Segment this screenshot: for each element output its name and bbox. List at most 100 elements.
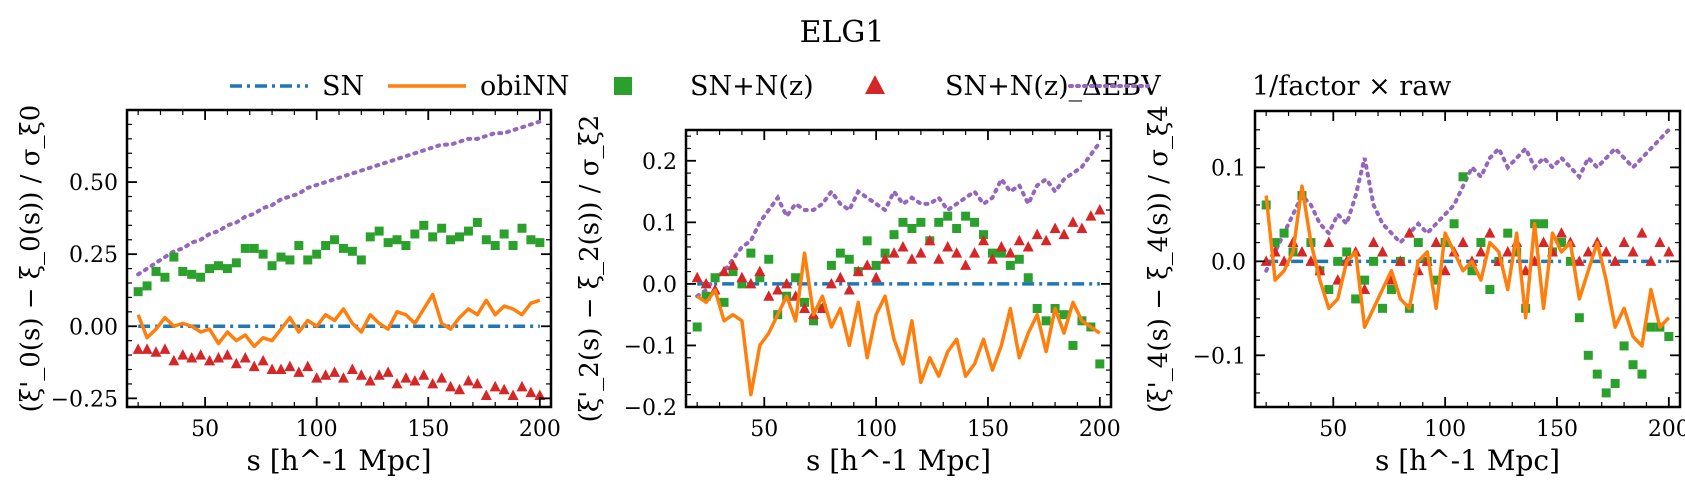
legend-item-sn_nz_ebv: SN+N(z)_ΔEBV [865,71,1161,102]
point-sn-nz-ebv [1022,240,1034,252]
point-sn-nz-ebv [320,369,332,380]
point-sn-nz-ebv [942,240,954,252]
point-sn-nz-ebv [1049,222,1061,233]
point-sn-nz [844,254,854,264]
panel-hexadecapole: 50 100 150 200 −0.1 0.0 0.1 s [h^-1 Mpc] (ξ'_4(s… [1144,105,1685,477]
legend-swatch-sn_nz_ebv [865,75,885,94]
point-sn-nz-ebv [284,360,296,372]
point-sn-nz [1386,285,1396,295]
point-sn-nz-ebv [1573,255,1585,266]
point-sn-nz [970,217,980,227]
point-sn-nz-ebv [879,253,891,264]
point-sn-nz-ebv [364,375,376,386]
point-sn-nz [178,266,188,276]
point-sn-nz [213,261,223,271]
point-sn-nz-ebv [915,247,927,258]
x-tick-label: 200 [519,417,561,442]
point-sn-nz-ebv [346,363,358,375]
point-sn-nz [952,223,962,233]
x-tick-label: 50 [191,417,219,442]
point-sn-nz [1539,219,1549,229]
point-sn-nz-ebv [471,377,483,389]
panel-quadrupole: 50 100 150 200 −0.2 −0.1 0.0 0.1 0.2 s [h^-1 Mpc]… [575,115,1121,477]
point-sn-nz-ebv [516,380,528,392]
point-sn-nz-ebv [1654,236,1666,248]
point-sn-nz-ebv [1031,228,1043,240]
legend-item-raw: 1/factor × raw [1068,71,1451,102]
point-sn-nz-ebv [1457,236,1469,248]
point-sn-nz-ebv [141,343,153,354]
point-sn-nz-ebv [230,357,242,369]
point-sn-nz [1664,332,1674,342]
point-sn-nz [728,267,738,277]
point-sn-nz-ebv [1600,245,1612,257]
point-sn-nz [187,269,197,279]
point-sn-nz-ebv [718,265,730,277]
point-sn-nz-ebv [843,284,855,295]
point-sn-nz [1059,310,1069,320]
series-line-raw [695,140,1102,299]
point-sn-nz [1270,238,1280,248]
point-sn-nz-ebv [337,372,349,383]
point-sn-nz [701,291,711,301]
point-sn-nz-ebv [1627,245,1639,257]
point-sn-nz [428,232,438,242]
point-sn-nz-ebv [418,369,430,380]
point-sn-nz [356,255,366,265]
point-sn-nz [809,316,818,326]
point-sn-nz [800,297,810,307]
legend: SN obiNN SN+N(z) SN+N(z)_ΔEBV 1/factor × raw [230,71,1451,102]
point-sn-nz-ebv [781,277,793,289]
legend-item-obinn: obiNN [388,71,569,102]
point-sn-nz-ebv [986,253,998,264]
point-sn-nz [410,229,420,239]
panels: 50 100 150 200 −0.25 0.00 0.25 0.50 s [h^-1 Mpc]… [16,105,1685,477]
point-sn-nz-ebv [995,240,1007,252]
y-tick-label: −0.1 [624,334,677,359]
point-sn-nz [996,248,1006,258]
x-tick-label: 50 [1319,417,1347,442]
plot-area [1260,127,1675,398]
point-sn-nz [392,235,402,245]
point-sn-nz-ebv [480,389,492,400]
legend-label-sn: SN [322,71,364,102]
point-sn-nz [1592,369,1602,379]
point-sn-nz-ebv [177,349,189,360]
point-sn-nz [719,297,729,307]
point-sn-nz [374,226,384,236]
point-sn-nz [1413,238,1423,248]
point-sn-nz [710,273,720,283]
point-sn-nz [222,264,232,274]
point-sn-nz-ebv [159,343,171,354]
point-sn-nz [1637,369,1647,379]
point-sn-nz [1583,350,1593,360]
y-axis-label: (ξ'_4(s) − ξ_4(s)) / σ_ξ4 [1144,105,1174,413]
point-sn-nz-ebv [1484,227,1496,238]
point-sn-nz [196,272,206,282]
point-sn-nz [987,248,997,258]
figure-title: ELG1 [800,15,885,50]
point-sn-nz-ebv [409,375,421,386]
point-sn-nz [347,246,357,256]
point-sn-nz [205,264,215,274]
legend-label-sn_nz: SN+N(z) [690,71,814,102]
point-sn-nz [463,226,473,236]
point-sn-nz-ebv [1394,255,1406,266]
y-tick-label: −0.2 [624,396,677,421]
point-sn-nz-ebv [329,366,341,377]
point-sn-nz-ebv [1085,210,1097,221]
point-sn-nz-ebv [427,377,439,389]
point-sn-nz-ebv [132,343,144,354]
point-sn-nz-ebv [195,349,207,360]
plot-area [691,140,1106,397]
y-tick-label: 0.2 [642,150,677,175]
point-sn-nz [160,272,170,282]
point-sn-nz [481,235,491,245]
point-sn-nz-ebv [454,383,466,395]
point-sn-nz [455,232,465,242]
point-sn-nz [446,235,456,245]
point-sn-nz-ebv [978,234,989,246]
point-sn-nz-ebv [534,389,546,400]
point-sn-nz-ebv [436,372,448,383]
y-tick-label: 0.1 [1211,156,1246,181]
